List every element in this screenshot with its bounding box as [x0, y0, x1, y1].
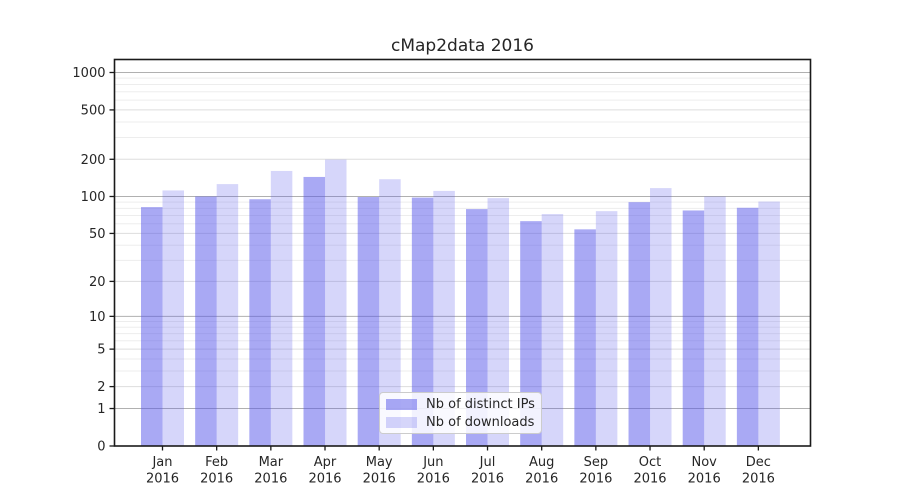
x-tick-label-month: Mar	[259, 455, 284, 470]
legend: Nb of distinct IPs Nb of downloads	[379, 392, 542, 434]
x-tick-label-month: Apr	[314, 455, 337, 470]
bar-aug-downloads	[541, 214, 564, 446]
legend-label-downloads: Nb of downloads	[426, 414, 535, 430]
bar-apr-downloads	[325, 159, 347, 446]
bar-jun-distinct-ips	[411, 197, 434, 446]
bar-sep-distinct-ips	[574, 229, 596, 446]
y-tick-label: 10	[89, 310, 106, 325]
y-tick-label: 0	[97, 440, 105, 455]
bar-nov-downloads	[704, 196, 726, 446]
legend-row-downloads: Nb of downloads	[386, 416, 541, 429]
y-tick-label: 1	[97, 402, 105, 417]
x-tick-label-year: 2016	[200, 472, 233, 487]
x-tick-label-month: Jul	[479, 455, 496, 470]
bar-mar-distinct-ips	[249, 199, 271, 446]
bar-feb-distinct-ips	[195, 196, 217, 446]
legend-row-distinct-ips: Nb of distinct IPs	[386, 398, 541, 411]
x-tick-label-year: 2016	[471, 472, 504, 487]
bar-aug-distinct-ips	[520, 221, 542, 446]
bar-jan-distinct-ips	[141, 207, 163, 446]
bars	[141, 159, 780, 446]
bar-feb-downloads	[216, 184, 239, 446]
legend-label-distinct-ips: Nb of distinct IPs	[426, 396, 535, 412]
bar-jul-downloads	[487, 198, 510, 446]
x-tick-label-year: 2016	[633, 472, 666, 487]
bar-sep-downloads	[595, 211, 618, 446]
x-tick-label-year: 2016	[254, 472, 287, 487]
x-tick-label-year: 2016	[579, 472, 612, 487]
x-tick-label-year: 2016	[308, 472, 341, 487]
y-tick-label: 100	[81, 190, 106, 205]
bar-jan-downloads	[162, 190, 184, 446]
bar-mar-downloads	[270, 170, 293, 446]
x-tick-label-year: 2016	[688, 472, 721, 487]
bar-may-distinct-ips	[357, 197, 380, 446]
x-tick-label-month: Nov	[692, 455, 718, 470]
y-tick-label: 2	[97, 380, 105, 395]
x-tick-label-month: Oct	[639, 455, 661, 470]
x-tick-label-year: 2016	[525, 472, 558, 487]
legend-patch-downloads	[386, 416, 417, 428]
bar-oct-downloads	[650, 188, 672, 446]
y-tick-label: 1000	[72, 66, 105, 81]
x-tick-label-month: Jun	[422, 455, 443, 470]
bar-jun-downloads	[433, 190, 455, 446]
x-tick-label-month: Dec	[746, 455, 771, 470]
plot-frame	[113, 58, 812, 447]
bar-apr-distinct-ips	[303, 176, 326, 446]
bar-dec-downloads	[758, 201, 780, 446]
x-tick-label-month: Feb	[205, 455, 228, 470]
legend-patch-distinct-ips	[386, 398, 417, 410]
x-tick-label-month: Aug	[529, 455, 554, 470]
bar-jul-distinct-ips	[466, 209, 488, 446]
x-tick-label-month: Sep	[584, 455, 609, 470]
bar-dec-distinct-ips	[736, 207, 759, 446]
bar-may-downloads	[379, 179, 401, 446]
y-tick-label: 500	[81, 103, 106, 118]
y-tick-label: 5	[97, 343, 105, 358]
x-axis: Jan 2016 Feb 2016 Mar 2016 Apr 2016 May 2016 Jun 20…	[146, 446, 775, 487]
y-tick-label: 200	[81, 153, 106, 168]
bar-oct-distinct-ips	[628, 202, 651, 446]
bar-nov-distinct-ips	[682, 210, 705, 446]
y-tick-label: 20	[89, 275, 106, 290]
x-tick-label-year: 2016	[146, 472, 179, 487]
x-tick-label-year: 2016	[742, 472, 775, 487]
x-tick-label-month: May	[366, 455, 393, 470]
y-tick-label: 50	[89, 227, 106, 242]
chart-title: cMap2data 2016	[391, 36, 534, 56]
x-tick-label-year: 2016	[363, 472, 396, 487]
x-tick-label-year: 2016	[417, 472, 450, 487]
x-tick-label-month: Jan	[151, 455, 172, 470]
